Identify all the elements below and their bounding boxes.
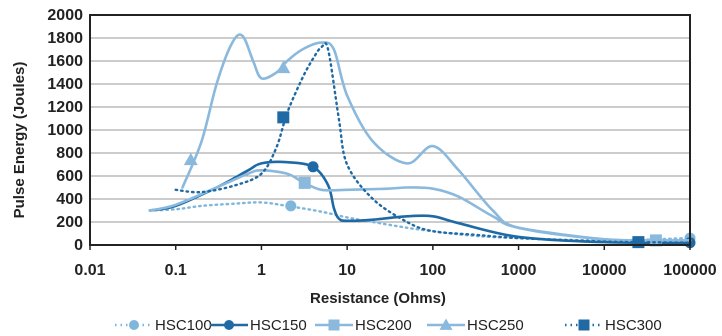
y-tick-label: 1200 [47, 99, 83, 116]
x-tick-label: 10 [338, 262, 356, 279]
legend-item-hsc200: HSC200 [315, 317, 412, 334]
y-tick-label: 600 [56, 168, 83, 185]
series-marker-hsc300 [277, 111, 290, 124]
legend-label: HSC250 [467, 317, 524, 334]
series-line-hsc300 [174, 41, 692, 244]
x-tick-label: 100 [420, 262, 447, 279]
series-line-hsc200 [148, 169, 692, 242]
legend-label: HSC200 [355, 317, 412, 334]
y-tick-label: 1600 [47, 53, 83, 70]
legend-marker [129, 320, 139, 330]
x-tick-label: 1000 [501, 262, 537, 279]
legend-item-hsc300: HSC300 [565, 317, 662, 334]
x-axis-ticks: 0.01 0.1 1 10 100 1000 10000 100000 [74, 245, 717, 279]
y-tick-label: 800 [56, 145, 83, 162]
x-tick-label: 10000 [582, 262, 627, 279]
series-hsc200 [148, 169, 692, 247]
series-marker-hsc250 [183, 152, 198, 166]
y-tick-label: 1800 [47, 30, 83, 47]
legend-label: HSC150 [250, 317, 307, 334]
series-line-hsc100 [148, 201, 692, 242]
legend-marker [328, 319, 340, 331]
plot-frame [89, 14, 691, 246]
legend-label: HSC300 [605, 317, 662, 334]
legend-marker [224, 320, 234, 330]
x-axis-title: Resistance (Ohms) [310, 290, 446, 307]
series-marker-hsc100 [285, 200, 297, 212]
grid [90, 37, 690, 223]
y-tick-label: 400 [56, 191, 83, 208]
series-layer [148, 33, 696, 249]
series-line-hsc250 [181, 33, 692, 242]
legend-item-hsc100: HSC100 [115, 317, 212, 334]
series-marker-hsc150 [307, 161, 319, 173]
x-tick-label: 1 [257, 262, 266, 279]
series-marker-hsc250 [276, 60, 291, 74]
x-tick-label: 0.1 [165, 262, 187, 279]
legend-item-hsc150: HSC150 [210, 317, 307, 334]
series-marker-hsc300 [632, 236, 645, 249]
y-tick-label: 0 [74, 237, 83, 254]
y-tick-label: 2000 [47, 7, 83, 24]
legend: HSC100 HSC150 HSC200 HSC250 HSC300 [115, 317, 662, 334]
legend-marker [439, 318, 453, 330]
y-axis-title: Pulse Energy (Joules) [11, 62, 28, 219]
x-tick-label: 0.01 [74, 262, 105, 279]
y-tick-label: 200 [56, 214, 83, 231]
series-line-hsc150 [148, 160, 692, 245]
legend-marker [578, 319, 590, 331]
y-tick-label: 1000 [47, 122, 83, 139]
legend-item-hsc250: HSC250 [427, 317, 524, 334]
series-marker-hsc200 [298, 176, 311, 189]
y-axis-ticks: 0 200 400 600 800 1000 1200 1400 1600 1800 2000 [47, 7, 83, 254]
legend-label: HSC100 [155, 317, 212, 334]
series-hsc250 [181, 33, 692, 242]
x-tick-label: 100000 [663, 262, 716, 279]
y-tick-label: 1400 [47, 76, 83, 93]
